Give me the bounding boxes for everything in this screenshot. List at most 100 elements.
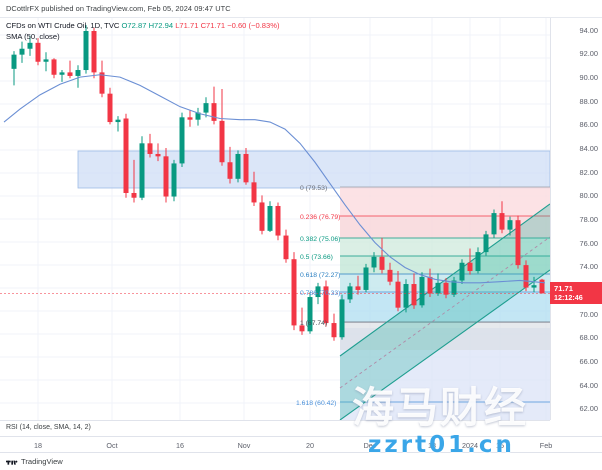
tradingview-logo[interactable]: TradingView	[6, 457, 63, 466]
candle-body	[411, 284, 417, 306]
fib-level-label: 0.236 (76.79)	[300, 214, 341, 221]
price-tick: 82.00	[579, 167, 599, 177]
price-tick: 76.00	[579, 238, 599, 248]
candle-body	[51, 59, 57, 75]
candle-body	[179, 117, 185, 164]
candle-body	[227, 162, 233, 179]
candle-body	[75, 70, 81, 76]
time-tick: 18	[428, 441, 436, 450]
candle-body	[211, 103, 217, 121]
candle-body	[467, 262, 473, 272]
candle-body	[283, 235, 289, 260]
candle-body	[195, 112, 201, 120]
candle-body	[307, 297, 313, 332]
candle-body	[499, 213, 505, 230]
fib-level-label: 1 (67.74)	[300, 320, 328, 327]
candle-body	[523, 265, 529, 288]
price-tick: 80.00	[579, 191, 599, 201]
candle-body	[275, 205, 281, 236]
price-tick: 74.00	[579, 262, 599, 272]
fib-level-label: 0.5 (73.66)	[300, 254, 333, 261]
chart-plot-area[interactable]: CFDs on WTI Crude Oil, 1D, TVC O72.87 H7…	[0, 18, 602, 420]
tradingview-logo-text: TradingView	[21, 457, 63, 466]
price-tick: 92.00	[579, 49, 599, 59]
candle-body	[403, 284, 409, 308]
candle-body	[475, 252, 481, 272]
candle-body	[11, 54, 17, 69]
candle-body	[187, 117, 193, 120]
price-tick: 62.00	[579, 404, 599, 414]
candle-body	[91, 31, 97, 73]
candle-body	[59, 72, 65, 75]
candle-body	[387, 269, 393, 282]
candle-body	[259, 202, 265, 231]
candle-body	[331, 323, 337, 338]
candle-body	[427, 276, 433, 294]
candle-body	[339, 299, 345, 338]
rsi-pane: RSI (14, close, SMA, 14, 2)	[0, 420, 550, 436]
time-scale[interactable]: 18 Oct 16 Nov 20 Dec 18 2024 15 Feb	[0, 436, 602, 453]
candle-body	[539, 279, 545, 294]
chart-footer: TradingView	[0, 453, 602, 470]
time-tick: Feb	[539, 441, 553, 450]
candle-body	[243, 153, 249, 183]
sma-50-line	[3, 74, 546, 284]
time-tick: 20	[306, 441, 314, 450]
candle-body	[395, 281, 401, 308]
candle-body	[155, 153, 161, 157]
candle-body	[491, 213, 497, 235]
candlestick-series	[11, 25, 545, 341]
candle-body	[203, 103, 209, 113]
fib-level-label: 1.618 (60.42)	[296, 400, 337, 407]
time-tick: 2024	[462, 441, 478, 450]
candle-body	[347, 286, 353, 300]
fib-retracement-bands	[340, 186, 550, 403]
candle-body	[379, 256, 385, 270]
candle-body	[43, 59, 49, 62]
candle-body	[131, 192, 137, 198]
fib-level-label: 0.382 (75.06)	[300, 236, 341, 243]
time-tick: 18	[34, 441, 42, 450]
candle-body	[435, 282, 441, 294]
price-scale[interactable]: 94.00 92.00 90.00 88.00 86.00 84.00 82.00 80.00…	[550, 18, 602, 420]
candle-body	[67, 72, 73, 76]
candle-body	[531, 285, 537, 288]
candle-body	[419, 276, 425, 306]
candle-body	[163, 156, 169, 197]
candle-body	[235, 153, 241, 179]
price-tick: 70.00	[579, 309, 599, 319]
candle-body	[123, 118, 129, 193]
candle-body	[315, 286, 321, 298]
candle-body	[267, 205, 273, 231]
candle-body	[363, 267, 369, 290]
price-tick: 88.00	[579, 96, 599, 106]
candle-body	[147, 143, 153, 154]
candle-body	[251, 182, 257, 203]
candle-body	[83, 31, 89, 71]
price-tick: 90.00	[579, 73, 599, 83]
tradingview-logo-icon	[6, 460, 18, 465]
candle-body	[99, 72, 105, 94]
candle-body	[515, 220, 521, 266]
candle-body	[139, 143, 145, 198]
last-price-time: 12:12:46	[554, 293, 583, 303]
candle-body	[483, 234, 489, 253]
candle-body	[27, 42, 33, 49]
candle-body	[507, 220, 513, 230]
candle-body	[115, 119, 121, 123]
fib-level-label: 0 (79.53)	[300, 185, 328, 192]
price-tick: 68.00	[579, 333, 599, 343]
last-price-badge: 71.71 12:12:46	[550, 282, 602, 305]
candle-body	[443, 282, 449, 295]
candle-body	[291, 259, 297, 326]
candle-body	[323, 286, 329, 324]
time-tick: 16	[176, 441, 184, 450]
publish-credit-text: DCottlrFX published on TradingView.com, …	[6, 4, 231, 13]
candle-body	[107, 93, 113, 123]
fib-level-label: 0.786 (70.33)	[300, 290, 341, 297]
candle-body	[451, 280, 457, 295]
candle-body	[355, 286, 361, 290]
candle-body	[371, 256, 377, 268]
candle-body	[35, 42, 41, 62]
last-price-value: 71.71	[554, 284, 574, 294]
